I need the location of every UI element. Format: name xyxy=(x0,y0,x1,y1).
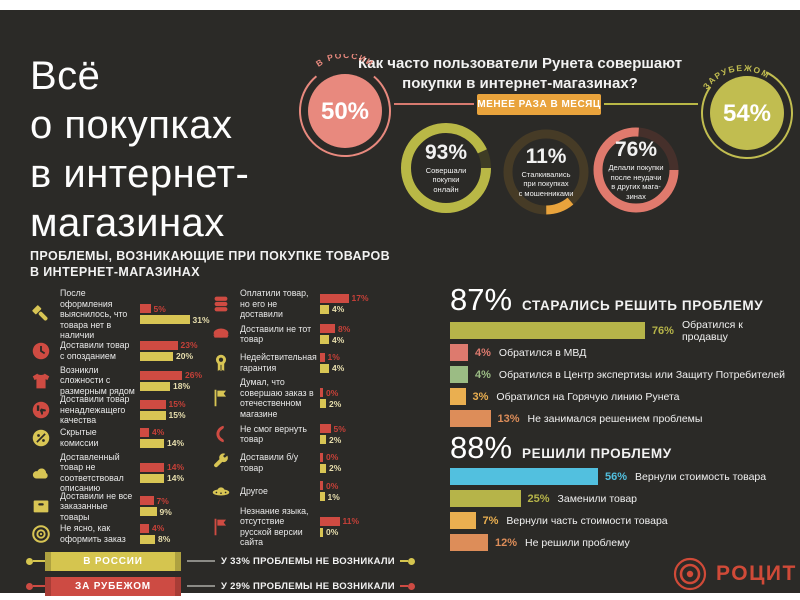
legend-dot xyxy=(407,557,415,565)
bar-row: 3% Обратился на Горячую линию Рунета xyxy=(450,388,790,405)
legend-note: У 29% ПРОБЛЕМЫ НЕ ВОЗНИКАЛИ xyxy=(221,580,395,592)
problem-item: Недействительная гарантия 1% 4% xyxy=(210,349,406,377)
donut-label: Совершали покупки онлайн xyxy=(425,165,467,194)
abroad-ring xyxy=(701,67,793,159)
donut-value: 76% xyxy=(614,138,658,161)
problem-item: Доставили б/у товар 0% 2% xyxy=(210,449,406,477)
problem-item: Другое 0% 1% xyxy=(210,477,406,505)
problem-item: После оформления выяснилось, что товара … xyxy=(30,288,210,340)
problem-item: Оплатили товар, но его не доставили 17% … xyxy=(210,288,406,320)
donut-value-ring xyxy=(503,129,589,215)
legend-row-russia: В РОССИИ У 33% ПРОБЛЕМЫ НЕ ВОЗНИКАЛИ xyxy=(26,551,415,571)
connector-line-right xyxy=(604,103,698,105)
legend-dash xyxy=(33,585,45,587)
problem-item: Не смог вернуть товар 5% 2% xyxy=(210,420,406,448)
russia-ring xyxy=(299,65,391,157)
award-icon xyxy=(215,354,227,372)
bar-row: 76% Обратился к продавцу xyxy=(450,319,790,343)
russia-circle-value: 50% xyxy=(321,98,369,125)
donut-value-ring xyxy=(593,127,679,213)
donut-value-ring xyxy=(401,123,491,213)
bar-row: 7% Вернули часть стоимости товара xyxy=(450,512,790,529)
bar-row: 4% Обратился в Центр экспертизы или Защит… xyxy=(450,366,790,383)
solve-title: СТАРАЛИСЬ РЕШИТЬ ПРОБЛЕМУ xyxy=(522,298,764,313)
legend-ribbon: ЗА РУБЕЖОМ xyxy=(45,576,181,596)
abroad-circle-fill xyxy=(710,76,784,150)
problem-item: Доставили товар с опозданием 23% 20% xyxy=(30,337,208,365)
bar-row: 12% Не решили проблему xyxy=(450,534,790,551)
legend-dot xyxy=(407,582,415,590)
donut-fraud: 11% Сталкивались при покупках с мошенник… xyxy=(498,124,594,220)
bar-row: 25% Заменили товар xyxy=(450,490,790,507)
rocit-target-icon xyxy=(673,557,707,591)
problem-item: Возникли сложности с размерным рядом 26%… xyxy=(30,365,208,396)
solved-title: РЕШИЛИ ПРОБЛЕМУ xyxy=(522,446,672,461)
legend-line xyxy=(187,585,215,587)
problem-item: Не ясно, как оформить заказ 4% 8% xyxy=(30,520,208,548)
tshirt-icon xyxy=(32,373,50,388)
donut-bought-online: 93% Совершали покупки онлайн xyxy=(398,120,494,216)
cap-icon xyxy=(213,328,229,338)
box-icon xyxy=(33,500,49,513)
legend-dash xyxy=(399,560,408,562)
problem-item: Незнание языка, отсутствие русской верси… xyxy=(210,506,406,548)
bar-row: 13% Не занимался решением проблемы xyxy=(450,410,790,427)
solve-bar-chart: 76% Обратился к продавцу 4% Обратился в МВ… xyxy=(450,319,790,427)
problem-item: Доставили товар ненадлежащего качества 1… xyxy=(30,394,208,425)
rocit-logo-text: РОЦИТ xyxy=(716,562,797,585)
thumbs-down-icon xyxy=(32,401,50,419)
solve-heading: 87% СТАРАЛИСЬ РЕШИТЬ ПРОБЛЕМУ xyxy=(450,282,763,318)
ufo-icon xyxy=(212,487,230,496)
frequency-badge: МЕНЕЕ РАЗА В МЕСЯЦ xyxy=(477,94,601,115)
solved-bar-chart: 56% Вернули стоимость товара 25% Заменили … xyxy=(450,468,790,551)
cloud-icon xyxy=(32,468,48,479)
legend-dash xyxy=(399,585,408,587)
legend-dot xyxy=(26,557,33,565)
russia-circle-label: В РОССИИ xyxy=(314,54,376,69)
page-title: Всё о покупках в интернет- магазинах xyxy=(30,54,250,245)
connector-line-left xyxy=(394,103,474,105)
problems-column-right: Оплатили товар, но его не доставили 17% … xyxy=(210,288,406,548)
problem-item: Думал, что совершаю заказ в отечественно… xyxy=(210,377,406,419)
target-icon xyxy=(32,525,50,543)
solve-percent: 87% xyxy=(450,282,513,317)
solved-heading: 88% РЕШИЛИ ПРОБЛЕМУ xyxy=(450,430,672,466)
abroad-share-circle: ЗАРУБЕЖОМ 54% xyxy=(692,56,800,166)
flag-icon xyxy=(214,518,227,536)
problems-heading: ПРОБЛЕМЫ, ВОЗНИКАЮЩИЕ ПРИ ПОКУПКЕ ТОВАРО… xyxy=(30,249,391,279)
legend-note: У 33% ПРОБЛЕМЫ НЕ ВОЗНИКАЛИ xyxy=(221,555,395,567)
bar-row: 56% Вернули стоимость товара xyxy=(450,468,790,485)
clock-icon xyxy=(32,342,50,360)
rocit-logo: РОЦИТ xyxy=(672,556,797,592)
donut-after-failure: 76% Делали покупки после неудачи в други… xyxy=(588,122,684,218)
problems-column-left: После оформления выяснилось, что товара … xyxy=(30,288,210,548)
problem-item: Доставили не все заказанные товары 7% 9% xyxy=(30,491,208,522)
legend-row-abroad: ЗА РУБЕЖОМ У 29% ПРОБЛЕМЫ НЕ ВОЗНИКАЛИ xyxy=(26,576,415,596)
russia-circle-fill xyxy=(308,74,382,148)
boomerang-icon xyxy=(216,425,224,443)
problem-item: Доставленный товар не соответствовал опи… xyxy=(30,452,208,493)
legend-line xyxy=(187,560,215,562)
problem-item: Скрытые комиссии 4% 14% xyxy=(30,424,208,452)
donut-label: Сталкивались при покупках с мошенниками xyxy=(518,169,574,198)
problem-item: Доставили не тот товар 8% 4% xyxy=(210,320,406,348)
legend-ribbon: В РОССИИ xyxy=(45,551,181,571)
abroad-circle-value: 54% xyxy=(723,100,771,127)
russia-share-circle: В РОССИИ 50% xyxy=(290,50,400,164)
legend-dot xyxy=(26,582,33,590)
bar-row: 4% Обратился в МВД xyxy=(450,344,790,361)
coins-icon xyxy=(214,296,228,312)
header-question: Как часто пользователи Рунета совершают … xyxy=(357,55,683,92)
donut-label: Делали покупки после неудачи в других ма… xyxy=(608,163,664,201)
infographic: Всё о покупках в интернет- магазинах Как… xyxy=(0,10,800,596)
flashlight-icon xyxy=(32,305,48,321)
flag-icon xyxy=(214,390,227,407)
commission-icon xyxy=(32,429,50,446)
donut-value: 93% xyxy=(424,140,468,164)
donut-value: 11% xyxy=(525,144,567,168)
donut-rest-ring xyxy=(503,129,589,215)
legend-dash xyxy=(33,560,45,562)
wrench-icon xyxy=(214,453,228,467)
solved-percent: 88% xyxy=(450,430,513,465)
